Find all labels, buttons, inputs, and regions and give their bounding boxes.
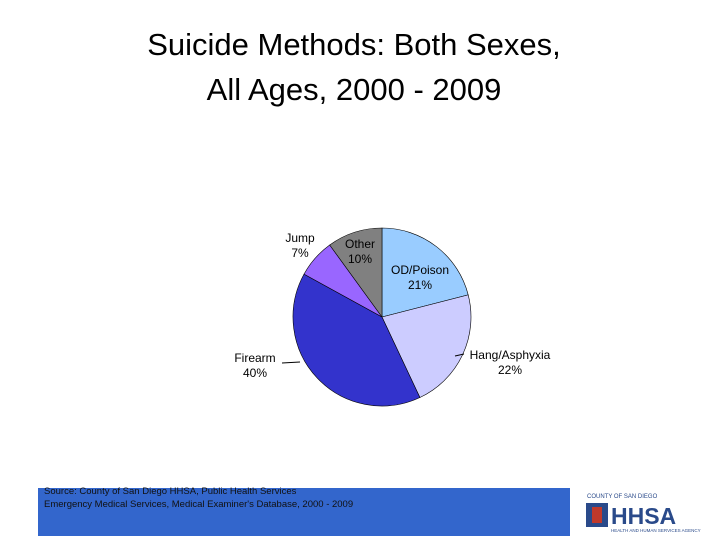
slice-label: Jump — [285, 231, 315, 245]
slice-value-label: 22% — [498, 363, 522, 377]
logo-county: COUNTY OF SAN DIEGO — [587, 494, 658, 500]
source-box — [38, 488, 570, 536]
slice-value-label: 7% — [291, 246, 309, 260]
slice-value-label: 21% — [408, 278, 432, 292]
source-text: Source: County of San Diego HHSA, Public… — [44, 486, 297, 497]
logo-shield-inner — [592, 507, 602, 523]
slice-value-label: 40% — [243, 366, 267, 380]
slice-value-label: 10% — [348, 252, 372, 266]
logo-name: HHSA — [611, 503, 676, 529]
pie-slice — [329, 227, 383, 318]
logo-agency: HEALTH AND HUMAN SERVICES AGENCY — [611, 528, 701, 533]
leader-line — [454, 353, 465, 357]
slice-label: Firearm — [234, 351, 275, 365]
title-line: All Ages, 2000 - 2009 — [207, 72, 502, 107]
pie — [292, 227, 472, 407]
source-text: Emergency Medical Services, Medical Exam… — [44, 499, 353, 510]
slice-label: OD/Poison — [391, 263, 449, 277]
slice-label: Other — [345, 237, 375, 251]
slice-label: Hang/Asphyxia — [470, 348, 551, 362]
logo: COUNTY OF SAN DIEGO HHSA HEALTH AND HUMA… — [586, 494, 701, 533]
pie-slice — [381, 294, 472, 398]
leader-line — [281, 361, 301, 364]
pie-slice — [292, 273, 421, 407]
title-line: Suicide Methods: Both Sexes, — [147, 27, 561, 62]
pie-slice — [381, 227, 469, 318]
